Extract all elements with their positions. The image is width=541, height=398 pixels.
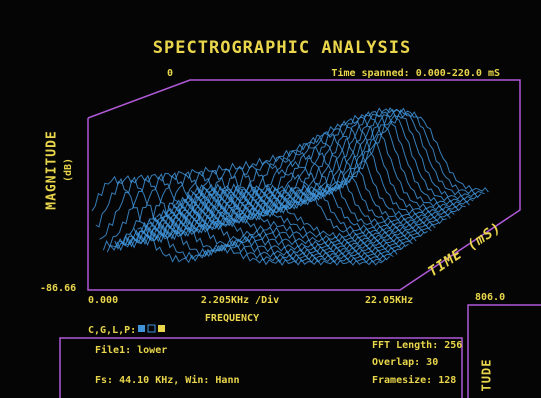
time-spanned: Time spanned: 0.000-220.0 mS [331, 67, 500, 79]
surface-slice [114, 168, 406, 251]
surface-slice [99, 174, 390, 261]
spectrogram-surface [91, 107, 489, 266]
surface-slice [171, 110, 463, 212]
plot-frame [87, 79, 521, 291]
cglp-label: C,G,L,P: [88, 325, 136, 336]
x-div: 2.205KHz /Div [201, 294, 279, 306]
surface-slice [194, 109, 485, 197]
x-axis-title: FREQUENCY [205, 313, 259, 324]
surface-slice [110, 170, 402, 253]
swatch[interactable] [147, 324, 156, 333]
x-start: 0.000 [88, 295, 118, 306]
y-axis-unit: (dB) [63, 158, 74, 182]
fft-length: FFT Length: 256 [372, 340, 462, 351]
surface-slice [152, 130, 444, 225]
surface-slice [140, 149, 432, 233]
origin-label: 0 [167, 68, 173, 79]
x-end: 22.05KHz [365, 295, 413, 306]
title: SPECTROGRAPHIC ANALYSIS [153, 38, 411, 58]
surface-slice [91, 175, 383, 266]
surface-slice [118, 166, 409, 248]
fs-win: Fs: 44.10 KHz, Win: Hann [95, 374, 240, 386]
surface-slice [121, 164, 413, 246]
z-axis-title: TIME (mS) [425, 220, 504, 281]
surface-slice [133, 157, 425, 238]
swatch[interactable] [138, 325, 145, 332]
surface-slice [175, 111, 466, 210]
surface-slice [95, 175, 387, 264]
surface-slice [148, 136, 440, 228]
surface-slice [190, 107, 482, 199]
surface-slice [144, 142, 436, 230]
side-axis-title: TUDE [480, 359, 494, 392]
swatch[interactable] [158, 325, 165, 332]
surface-slice [129, 160, 421, 241]
y-axis-title: MAGNITUDE [45, 130, 60, 209]
side-panel-frame [467, 304, 541, 398]
framesize: Framesize: 128 [372, 374, 456, 386]
overlap: Overlap: 30 [372, 357, 438, 368]
file: File1: lower [95, 344, 167, 356]
y-min-label: -86.66 [40, 283, 76, 294]
info-box [59, 337, 463, 398]
surface-slice [102, 173, 394, 259]
surface-slice [125, 162, 417, 243]
side-value: 806.0 [475, 292, 505, 303]
